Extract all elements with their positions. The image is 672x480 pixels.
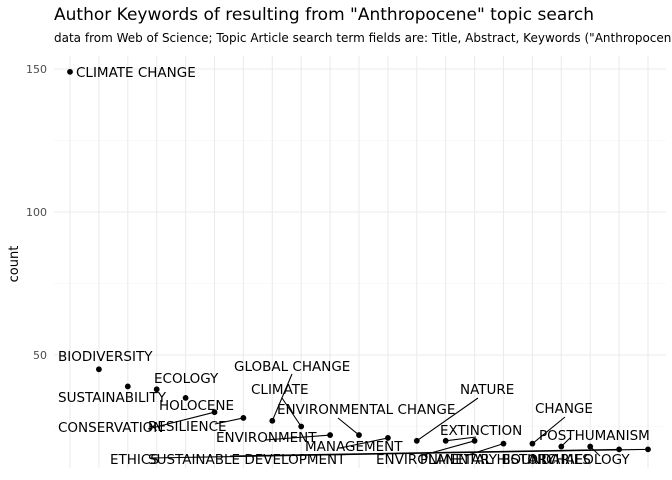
point-label: HOLOCENE xyxy=(159,398,234,414)
grid xyxy=(54,56,666,468)
point-label: BIODIVERSITY xyxy=(58,349,153,365)
data-point xyxy=(645,446,651,453)
data-point xyxy=(240,415,247,421)
data-point xyxy=(96,366,102,373)
data-points xyxy=(67,68,651,453)
point-labels: CLIMATE CHANGE BIODIVERSITY SUSTAINABILITY… xyxy=(58,65,650,468)
label-leader-line xyxy=(281,397,302,427)
data-point xyxy=(124,383,131,390)
data-point xyxy=(269,417,276,424)
chart-subtitle: data from Web of Science; Topic Article … xyxy=(54,31,672,45)
point-label: SUSTAINABLE DEVELOPMENT xyxy=(148,452,346,468)
label-leader-line xyxy=(149,448,649,459)
point-label: ENVIRONMENT xyxy=(216,430,317,446)
data-point xyxy=(413,437,420,444)
data-point xyxy=(616,446,622,453)
point-label: ECOLOGY xyxy=(154,371,219,387)
data-point xyxy=(529,440,536,447)
point-label: NATURE xyxy=(460,382,514,398)
label-leader-line xyxy=(532,416,566,445)
data-point xyxy=(298,423,305,430)
label-leader-line xyxy=(464,443,504,457)
data-point xyxy=(182,395,189,401)
y-axis-ticks: 50 100 150 xyxy=(26,63,47,362)
point-label: PLANETARY BOUNDARIES xyxy=(420,452,591,468)
point-label: POSTHUMANISM xyxy=(539,428,650,444)
chart-title: Author Keywords of resulting from "Anthr… xyxy=(54,5,594,25)
label-leader-line xyxy=(214,417,244,425)
point-label: GLOBAL CHANGE xyxy=(234,359,350,375)
point-label: EXTINCTION xyxy=(440,423,522,439)
point-label: CLIMATE CHANGE xyxy=(76,65,196,81)
point-label: CLIMATE xyxy=(251,382,309,398)
label-leader-line xyxy=(264,434,331,441)
label-leader-line xyxy=(147,411,215,430)
point-label: ENVIRONMENTAL CHANGE xyxy=(277,402,455,418)
label-leader-line xyxy=(339,437,389,449)
data-point xyxy=(67,68,73,75)
label-leader-line xyxy=(445,436,477,442)
y-tick-label: 150 xyxy=(26,63,47,76)
point-label: MANAGEMENT xyxy=(305,439,403,455)
label-leaders xyxy=(147,373,649,459)
y-axis-title: count xyxy=(7,246,22,283)
data-point xyxy=(327,432,333,438)
data-point xyxy=(153,386,160,393)
data-point xyxy=(211,409,218,416)
data-point xyxy=(558,443,565,450)
data-point xyxy=(385,435,391,441)
point-label: SUSTAINABILITY xyxy=(58,390,167,406)
point-label: ETHICS xyxy=(110,452,159,468)
label-leader-line xyxy=(337,417,360,436)
point-label: RESILIENCE xyxy=(148,419,227,435)
data-point xyxy=(500,440,507,447)
data-point xyxy=(356,432,362,438)
point-label: ENVIRONMENTAL HISTORY xyxy=(376,452,556,468)
y-tick-label: 50 xyxy=(33,349,47,362)
label-leader-line xyxy=(416,397,479,442)
y-tick-label: 100 xyxy=(26,206,47,219)
point-label: ARCHAEOLOGY xyxy=(528,452,630,468)
data-point xyxy=(587,443,594,450)
data-point xyxy=(442,437,449,444)
data-point xyxy=(471,437,478,444)
point-label: CHANGE xyxy=(535,401,593,417)
point-label: CONSERVATION xyxy=(58,420,163,436)
label-leader-line xyxy=(271,373,293,421)
